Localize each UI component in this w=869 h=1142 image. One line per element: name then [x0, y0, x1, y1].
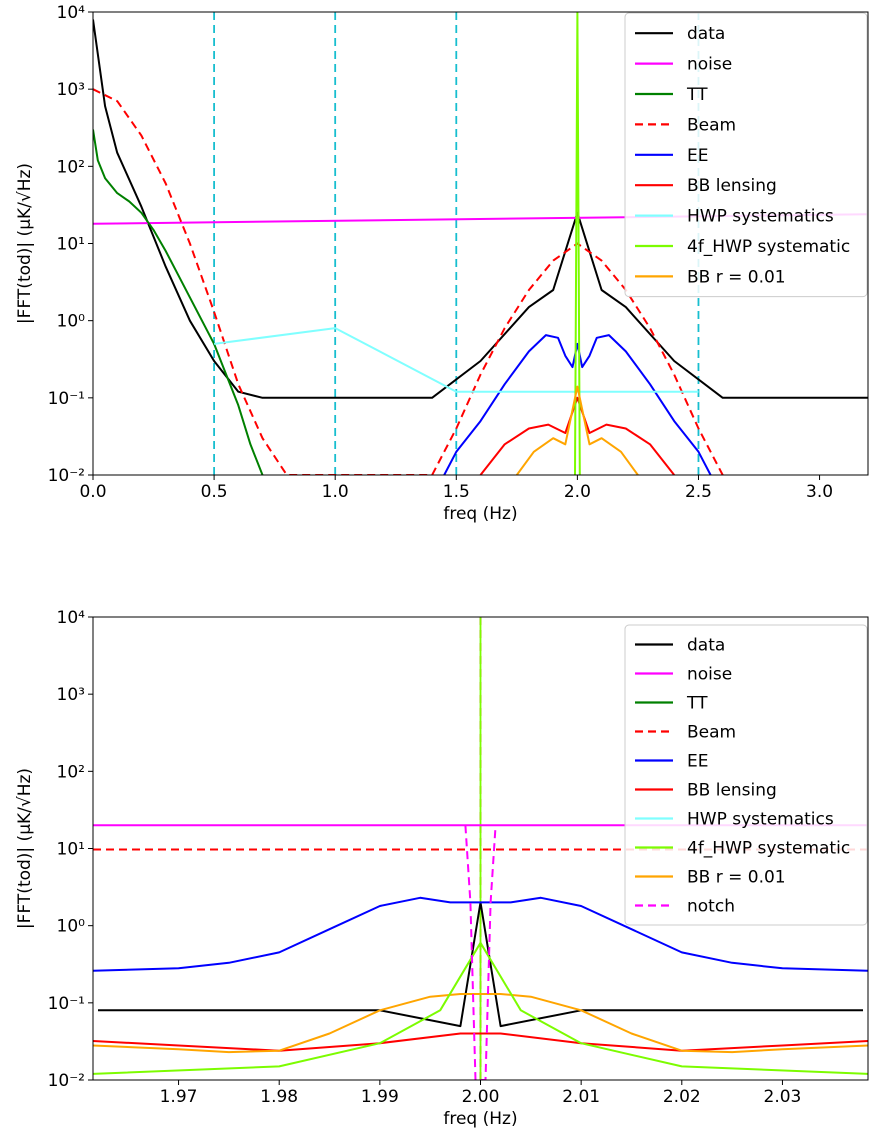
x-tick-label: 2.01	[562, 1087, 600, 1107]
y-tick-label: 10¹	[57, 840, 85, 860]
x-tick-label: 0.0	[79, 482, 106, 502]
series-bb-r-0-01	[93, 993, 868, 1054]
legend-label-data: data	[687, 24, 725, 44]
zoomed-spectrum-panel: 1.97 1.98 1.99 2.00 2.01 2.02 2.03 10⁻² 10⁻¹ 10⁰ 1…	[15, 608, 869, 1129]
series-notch	[464, 825, 497, 1080]
series-bb-r-0-01	[515, 385, 639, 475]
x-axis-label: freq (Hz)	[443, 504, 517, 524]
y-tick-label: 10⁻¹	[48, 389, 85, 409]
legend-label-hwp-systematics: HWP systematics	[687, 207, 834, 227]
x-tick-label: 1.98	[260, 1087, 298, 1107]
y-tick-label: 10⁰	[57, 917, 86, 937]
y-tick-label: 10⁰	[57, 312, 86, 332]
x-tick-label: 3.0	[806, 482, 833, 502]
x-tick-label: 1.0	[322, 482, 349, 502]
y-axis-label: |FFT(tod)| (μK/√Hz)	[15, 768, 35, 929]
top-spectrum-panel: 0.0 0.5 1.0 1.5 2.0 2.5 3.0 10⁻² 10⁻¹ 10⁰ 10¹ 10² 10…	[15, 3, 869, 524]
x-tick-label: 2.02	[663, 1087, 701, 1107]
x-tick-label: 2.00	[462, 1087, 500, 1107]
y-tick-label: 10⁴	[57, 608, 86, 628]
series-data	[93, 19, 868, 399]
legend-label-bb-r-0-01: BB r = 0.01	[687, 267, 786, 287]
legend-box	[624, 12, 868, 298]
series-hwp-systematics	[213, 327, 699, 393]
legend-label-4f-hwp-systematic: 4f_HWP systematic	[687, 839, 850, 859]
series-4f-hwp-systematic	[574, 12, 581, 475]
y-axis-label: |FFT(tod)| (μK/√Hz)	[15, 163, 35, 324]
legend-label-4f-hwp-systematic: 4f_HWP systematic	[687, 237, 850, 257]
y-tick-label: 10²	[57, 157, 85, 177]
legend-label-noise: noise	[687, 55, 732, 75]
y-tick-label: 10⁻¹	[48, 994, 85, 1014]
y-tick-label: 10²	[57, 762, 85, 782]
series-4f-hwp-systematic	[93, 941, 868, 1075]
legend-label-beam: Beam	[687, 723, 736, 743]
plot-area	[93, 12, 868, 475]
series-bb-lensing	[93, 1032, 868, 1052]
y-tick-label: 10⁴	[57, 3, 86, 23]
x-tick-label: 2.5	[685, 482, 712, 502]
y-tick-label: 10³	[57, 685, 85, 705]
y-tick-label: 10⁻²	[48, 466, 85, 486]
legend-label-bb-lensing: BB lensing	[687, 176, 777, 196]
y-tick-label: 10¹	[57, 235, 85, 255]
x-tick-label: 1.99	[361, 1087, 399, 1107]
x-axis-label: freq (Hz)	[443, 1109, 517, 1129]
legend-label-ee: EE	[687, 752, 708, 772]
legend-label-hwp-systematics: HWP systematics	[687, 810, 834, 830]
x-tick-label: 2.0	[564, 482, 591, 502]
legend-label-tt: TT	[686, 85, 708, 105]
legend-label-beam: Beam	[687, 115, 736, 135]
series-ee	[93, 896, 868, 972]
x-tick-label: 1.5	[443, 482, 470, 502]
y-tick-label: 10³	[57, 80, 85, 100]
series-tt	[93, 129, 264, 475]
legend-label-ee: EE	[687, 146, 708, 166]
legend-label-notch: notch	[687, 897, 735, 917]
x-tick-label: 0.5	[201, 482, 228, 502]
x-tick-label: 1.97	[160, 1087, 198, 1107]
y-tick-label: 10⁻²	[48, 1071, 85, 1091]
legend-label-data: data	[687, 636, 725, 656]
legend-label-tt: TT	[686, 694, 708, 714]
legend-label-noise: noise	[687, 665, 732, 685]
series-bb-lensing	[479, 396, 675, 475]
series-ee	[443, 334, 712, 475]
series-beam	[93, 88, 724, 475]
legend-box	[624, 624, 868, 926]
x-tick-label: 2.03	[764, 1087, 802, 1107]
legend-label-bb-lensing: BB lensing	[687, 781, 777, 801]
legend-label-bb-r-0-01: BB r = 0.01	[687, 868, 786, 888]
